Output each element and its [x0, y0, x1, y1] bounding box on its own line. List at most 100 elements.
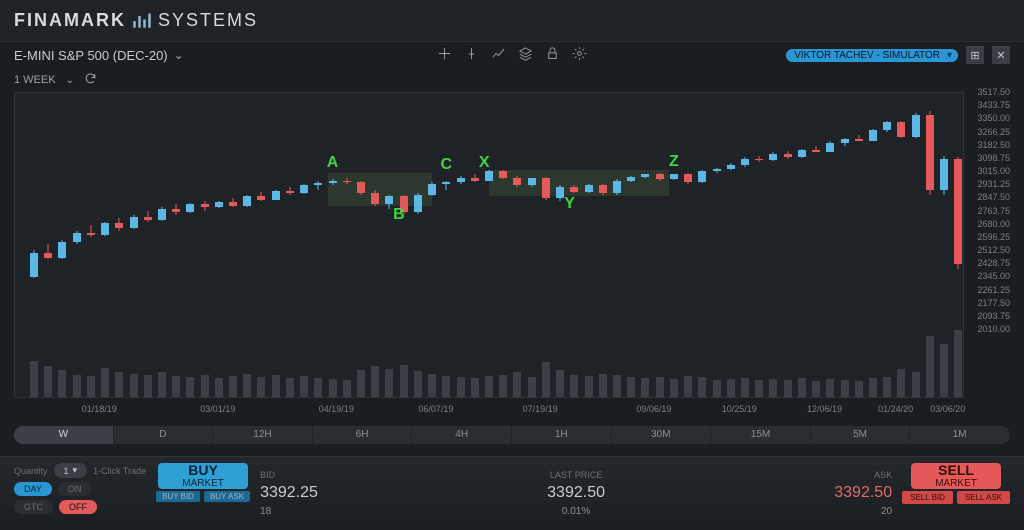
volume-bar	[926, 336, 934, 397]
volume-bar	[286, 378, 294, 397]
logo-bold: FINAMARK	[14, 10, 126, 31]
timeframe-15m[interactable]: 15M	[711, 426, 811, 444]
crosshair-icon[interactable]	[437, 46, 452, 64]
timeframe-30m[interactable]: 30M	[612, 426, 712, 444]
sell-market-button[interactable]: SELL MARKET	[911, 463, 1001, 489]
timeframe-w[interactable]: W	[14, 426, 114, 444]
volume-bar	[400, 365, 408, 397]
timeframe-12h[interactable]: 12H	[213, 426, 313, 444]
y-tick: 2093.75	[977, 311, 1010, 321]
close-icon[interactable]: ✕	[992, 46, 1010, 64]
y-tick: 2847.50	[977, 192, 1010, 202]
last-label: LAST PRICE	[550, 470, 602, 480]
on-button[interactable]: ON	[58, 482, 92, 496]
logo-icon	[132, 11, 152, 31]
marker-icon[interactable]	[464, 46, 479, 64]
x-tick: 06/07/19	[418, 404, 453, 414]
timeframe-1h[interactable]: 1H	[512, 426, 612, 444]
volume-bar	[826, 379, 834, 397]
y-tick: 2931.25	[977, 179, 1010, 189]
y-tick: 2261.25	[977, 285, 1010, 295]
line-chart-icon[interactable]	[491, 46, 506, 64]
timeframe-d[interactable]: D	[114, 426, 214, 444]
bid-col: BID 3392.25 18	[260, 463, 318, 524]
off-button[interactable]: OFF	[59, 500, 97, 514]
x-tick: 10/25/19	[722, 404, 757, 414]
last-col: LAST PRICE 3392.50 0.01%	[547, 463, 605, 524]
volume-bar	[627, 377, 635, 397]
y-tick: 2512.50	[977, 245, 1010, 255]
refresh-icon[interactable]	[84, 72, 97, 88]
layout-icon[interactable]: ⊞	[966, 46, 984, 64]
sell-ask-button[interactable]: SELL ASK	[957, 491, 1010, 504]
volume-bar	[641, 378, 649, 397]
volume-bar	[741, 378, 749, 397]
y-tick: 2177.50	[977, 298, 1010, 308]
volume-bar	[670, 379, 678, 397]
ask-label: ASK	[874, 470, 892, 480]
buy-market-button[interactable]: BUY MARKET	[158, 463, 248, 489]
volume-bar	[798, 378, 806, 397]
y-axis: 3517.503433.753350.003266.253182.503098.…	[966, 92, 1010, 398]
chevron-down-icon[interactable]: ⌄	[66, 75, 74, 86]
price-chart[interactable]: ABCXYZ	[14, 92, 964, 398]
volume-bar	[457, 377, 465, 397]
day-button[interactable]: DAY	[14, 482, 52, 496]
volume-bar	[755, 380, 763, 397]
y-tick: 2010.00	[977, 324, 1010, 334]
user-simulator-badge[interactable]: VIKTOR TACHEV - SIMULATOR	[786, 49, 958, 62]
y-tick: 2680.00	[977, 219, 1010, 229]
volume-bar	[442, 376, 450, 397]
buy-bid-button[interactable]: BUY BID	[156, 491, 200, 502]
ask-qty: 20	[881, 506, 892, 517]
volume-bar	[471, 378, 479, 397]
volume-bar	[585, 376, 593, 397]
volume-bar	[897, 369, 905, 397]
volume-bar	[684, 376, 692, 397]
volume-bar	[485, 376, 493, 397]
quantity-stepper[interactable]: 1▾	[54, 463, 88, 478]
timeframe-1m[interactable]: 1M	[910, 426, 1010, 444]
x-tick: 01/24/20	[878, 404, 913, 414]
volume-bar	[158, 372, 166, 397]
buy-ask-button[interactable]: BUY ASK	[204, 491, 250, 502]
x-tick: 01/18/19	[82, 404, 117, 414]
timeframe-selected[interactable]: 1 WEEK	[14, 74, 56, 86]
last-value: 3392.50	[547, 484, 605, 502]
volume-bar	[727, 379, 735, 397]
timeframe-row: 1 WEEK ⌄	[0, 68, 1024, 92]
quantity-group: Quantity 1▾ 1-Click Trade DAY ON GTC OFF	[14, 463, 146, 524]
timeframe-6h[interactable]: 6H	[313, 426, 413, 444]
volume-bar	[542, 362, 550, 397]
logo-light: SYSTEMS	[158, 10, 258, 31]
lock-icon[interactable]	[545, 46, 560, 64]
volume-bar	[656, 377, 664, 397]
x-tick: 03/01/19	[200, 404, 235, 414]
volume-bar	[855, 381, 863, 397]
timeframe-4h[interactable]: 4H	[412, 426, 512, 444]
volume-bar	[101, 368, 109, 397]
annotation-y: Y	[564, 195, 575, 213]
bid-qty: 18	[260, 506, 318, 517]
y-tick: 3098.75	[977, 153, 1010, 163]
volume-bar	[186, 377, 194, 397]
symbol-chevron-icon[interactable]: ⌄	[174, 48, 184, 62]
symbol-name[interactable]: E-MINI S&P 500 (DEC-20)	[14, 48, 168, 63]
annotation-a: A	[327, 154, 339, 172]
volume-bar	[229, 376, 237, 397]
topbar: FINAMARK SYSTEMS	[0, 0, 1024, 42]
layers-icon[interactable]	[518, 46, 533, 64]
volume-bar	[513, 372, 521, 397]
volume-bar	[784, 380, 792, 397]
volume-bar	[272, 375, 280, 397]
volume-bar	[343, 380, 351, 397]
timeframe-5m[interactable]: 5M	[811, 426, 911, 444]
buy-label: BUY	[188, 463, 218, 478]
x-tick: 09/06/19	[636, 404, 671, 414]
gear-icon[interactable]	[572, 46, 587, 64]
symbol-header: E-MINI S&P 500 (DEC-20) ⌄ VIKTOR TACHEV …	[0, 42, 1024, 68]
sell-bid-button[interactable]: SELL BID	[902, 491, 953, 504]
y-tick: 2596.25	[977, 232, 1010, 242]
y-tick: 3350.00	[977, 113, 1010, 123]
gtc-button[interactable]: GTC	[14, 500, 53, 514]
